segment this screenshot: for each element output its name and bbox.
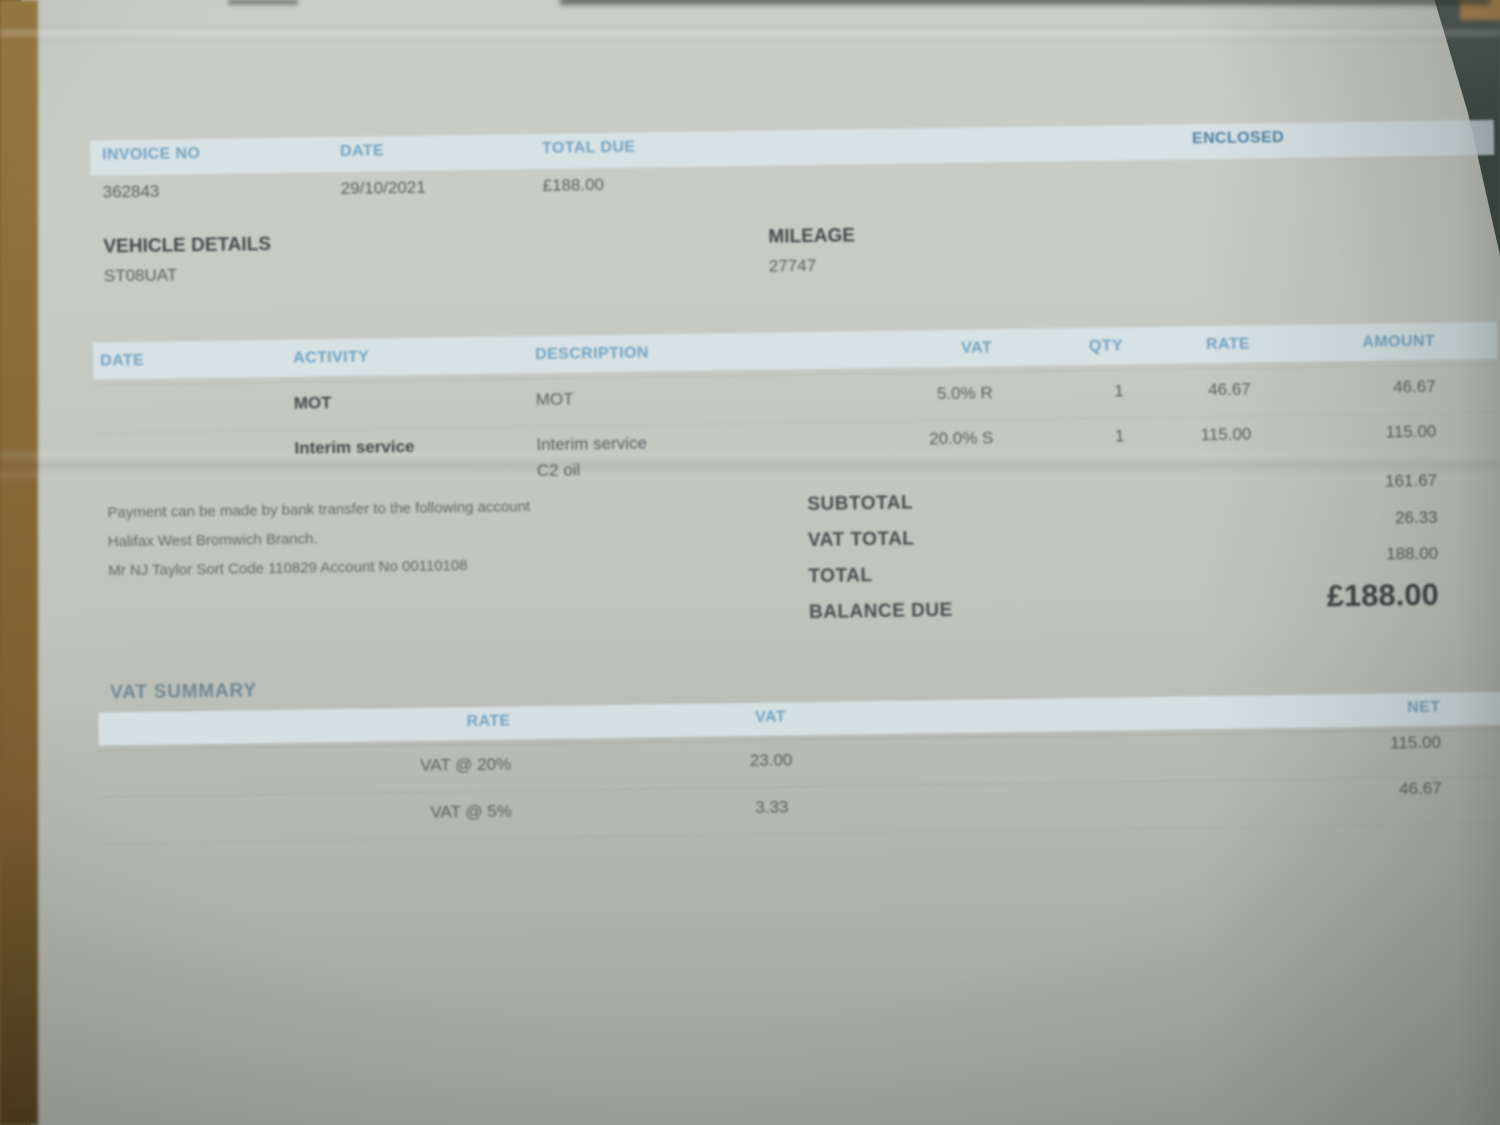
payment-note-line1: Payment can be made by bank transfer to … — [107, 498, 531, 522]
payment-note-line3: Mr NJ Taylor Sort Code 110829 Account No… — [108, 557, 468, 580]
wood-corner — [1460, 0, 1500, 20]
subtotal-value: 161.67 — [1384, 470, 1438, 491]
col-vat: VAT — [961, 339, 993, 357]
fold-crease-top — [0, 26, 1500, 40]
vat-col-vat: VAT — [754, 708, 787, 726]
vat-row-vat: 23.00 — [749, 750, 793, 770]
item-amount: 46.67 — [1392, 376, 1436, 397]
payment-note-line2: Halifax West Bromwich Branch. — [107, 530, 318, 551]
subtotal-label: SUBTOTAL — [807, 492, 914, 516]
vehicle-details-label: VEHICLE DETAILS — [103, 234, 272, 258]
item-activity: Interim service — [294, 436, 415, 458]
item-description-line2: C2 oil — [536, 460, 581, 481]
item-qty: 1 — [1114, 426, 1125, 446]
paper-top-shadow — [560, 0, 1490, 5]
enclosed-label: ENCLOSED — [1191, 128, 1285, 148]
total-label: TOTAL — [808, 565, 873, 588]
item-description: Interim service — [536, 433, 648, 455]
vat-total-value: 26.33 — [1394, 507, 1438, 528]
total-value: 188.00 — [1386, 543, 1439, 564]
vat-col-rate: RATE — [466, 712, 511, 731]
vat-row-rate: VAT @ 20% — [420, 754, 512, 775]
item-vat: 20.0% S — [928, 428, 994, 449]
divider — [100, 822, 1500, 845]
item-rate: 46.67 — [1208, 379, 1251, 400]
cutoff-text-smudge — [228, 0, 298, 5]
item-vat: 5.0% R — [936, 383, 993, 404]
item-activity: MOT — [293, 393, 332, 413]
col-date: DATE — [100, 351, 145, 370]
table-edge — [0, 0, 38, 1125]
vat-row-rate: VAT @ 5% — [430, 801, 513, 822]
vat-total-label: VAT TOTAL — [807, 528, 915, 552]
vat-col-net: NET — [1407, 698, 1441, 717]
vat-row-vat: 3.33 — [755, 797, 789, 817]
date-value: 29/10/2021 — [340, 177, 426, 198]
col-rate: RATE — [1205, 335, 1251, 354]
vat-summary-title: VAT SUMMARY — [109, 680, 257, 704]
balance-due-value: £188.00 — [1326, 576, 1440, 614]
col-qty: QTY — [1088, 337, 1124, 355]
fold-crease-middle — [0, 452, 1500, 478]
date-label: DATE — [339, 142, 385, 160]
total-due-value: £188.00 — [542, 175, 605, 195]
col-activity: ACTIVITY — [293, 348, 370, 367]
vat-row-net: 46.67 — [1398, 778, 1442, 799]
item-qty: 1 — [1114, 381, 1124, 401]
vat-row-net: 115.00 — [1390, 732, 1442, 753]
invoice-no-value: 362843 — [102, 181, 160, 202]
balance-due-label: BALANCE DUE — [808, 599, 953, 624]
col-amount: AMOUNT — [1362, 332, 1436, 351]
item-description: MOT — [535, 389, 574, 410]
vehicle-registration: ST08UAT — [103, 265, 178, 286]
item-rate: 115.00 — [1200, 424, 1252, 445]
mileage-label: MILEAGE — [768, 225, 856, 248]
invoice-no-label: INVOICE NO — [101, 145, 201, 164]
item-amount: 115.00 — [1385, 421, 1437, 442]
total-due-label: TOTAL DUE — [541, 138, 636, 157]
mileage-value: 27747 — [768, 255, 817, 276]
